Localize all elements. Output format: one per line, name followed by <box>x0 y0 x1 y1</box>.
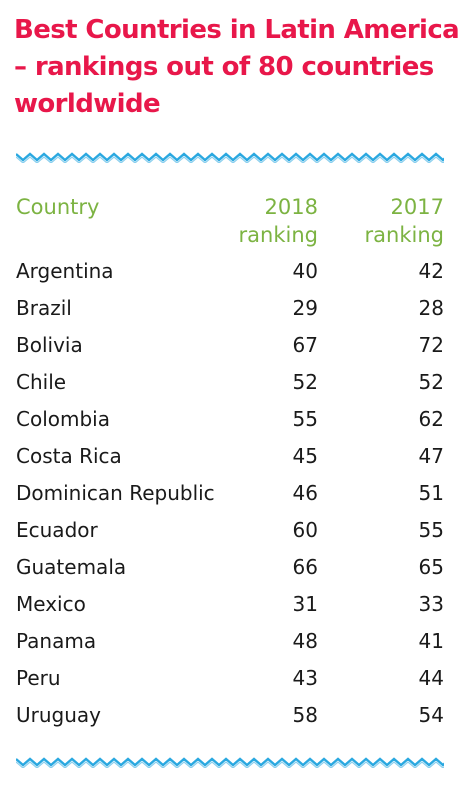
table-row: Mexico 31 33 <box>0 588 476 625</box>
cell-2018-ranking: 29 <box>292 296 318 320</box>
cell-2017-ranking: 44 <box>418 666 444 690</box>
cell-country: Ecuador <box>16 518 98 542</box>
table-row: Brazil 29 28 <box>0 292 476 329</box>
table-row: Ecuador 60 55 <box>0 514 476 551</box>
cell-2018-ranking: 31 <box>292 592 318 616</box>
cell-country: Costa Rica <box>16 444 122 468</box>
zigzag-line <box>16 152 444 162</box>
cell-2018-ranking: 52 <box>292 370 318 394</box>
table-body: Argentina 40 42 Brazil 29 28 Bolivia 67 72 Chile 5… <box>0 255 476 736</box>
cell-2017-ranking: 47 <box>418 444 444 468</box>
table-row: Dominican Republic 46 51 <box>0 477 476 514</box>
table-row: Colombia 55 62 <box>0 403 476 440</box>
cell-2017-ranking: 42 <box>418 259 444 283</box>
cell-country: Uruguay <box>16 703 101 727</box>
zigzag-line <box>16 757 444 767</box>
table-row: Uruguay 58 54 <box>0 699 476 736</box>
column-header-2018-ranking: 2018 ranking <box>238 195 318 247</box>
table-row: Peru 43 44 <box>0 662 476 699</box>
cell-2018-ranking: 40 <box>292 259 318 283</box>
cell-2017-ranking: 72 <box>418 333 444 357</box>
cell-2018-ranking: 60 <box>292 518 318 542</box>
table-row: Guatemala 66 65 <box>0 551 476 588</box>
cell-2017-ranking: 51 <box>418 481 444 505</box>
column-header-2017-ranking: 2017 ranking <box>364 195 444 247</box>
cell-2017-ranking: 54 <box>418 703 444 727</box>
cell-2017-ranking: 62 <box>418 407 444 431</box>
cell-country: Argentina <box>16 259 114 283</box>
cell-2017-ranking: 33 <box>418 592 444 616</box>
cell-country: Peru <box>16 666 61 690</box>
cell-country: Panama <box>16 629 97 653</box>
cell-2018-ranking: 45 <box>292 444 318 468</box>
table-row: Chile 52 52 <box>0 366 476 403</box>
cell-country: Dominican Republic <box>16 481 215 505</box>
table-row: Costa Rica 45 47 <box>0 440 476 477</box>
cell-country: Bolivia <box>16 333 83 357</box>
cell-country: Colombia <box>16 407 110 431</box>
cell-2018-ranking: 43 <box>292 666 318 690</box>
cell-country: Mexico <box>16 592 86 616</box>
cell-2017-ranking: 28 <box>418 296 444 320</box>
cell-2018-ranking: 66 <box>292 555 318 579</box>
cell-2018-ranking: 58 <box>292 703 318 727</box>
cell-country: Brazil <box>16 296 72 320</box>
zigzag-divider-bottom <box>16 757 444 768</box>
cell-2017-ranking: 52 <box>418 370 444 394</box>
table-row: Bolivia 67 72 <box>0 329 476 366</box>
cell-2018-ranking: 48 <box>292 629 318 653</box>
cell-2017-ranking: 65 <box>418 555 444 579</box>
zigzag-divider-top <box>16 152 444 163</box>
zigzag-line-shadow <box>16 761 444 768</box>
cell-2017-ranking: 55 <box>418 518 444 542</box>
table-row: Panama 48 41 <box>0 625 476 662</box>
cell-2018-ranking: 55 <box>292 407 318 431</box>
cell-country: Chile <box>16 370 67 394</box>
cell-2018-ranking: 46 <box>292 481 318 505</box>
table-header: Country 2018 ranking 2017 ranking <box>0 193 476 255</box>
cell-2017-ranking: 41 <box>418 629 444 653</box>
table-row: Argentina 40 42 <box>0 255 476 292</box>
cell-2018-ranking: 67 <box>292 333 318 357</box>
column-header-country: Country <box>16 195 100 219</box>
chart-title: Best Countries in Latin America – rankin… <box>14 15 460 119</box>
zigzag-line-shadow <box>16 156 444 163</box>
cell-country: Guatemala <box>16 555 127 579</box>
